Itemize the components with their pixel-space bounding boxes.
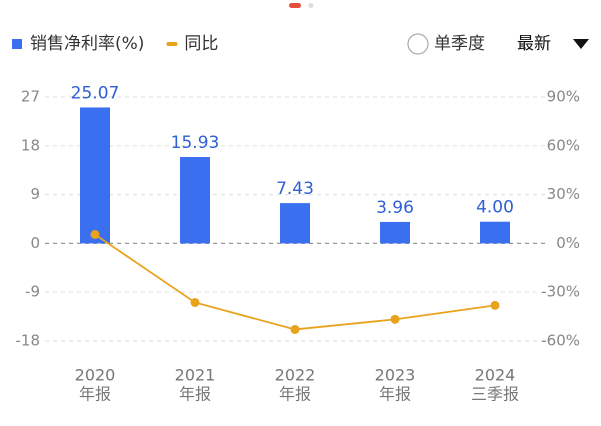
- bar: [380, 221, 410, 244]
- x-tick-label: 2021: [175, 366, 216, 385]
- y2-tick-label: 60%: [547, 136, 580, 154]
- value-label: 25.07: [71, 83, 120, 103]
- bar: [180, 157, 210, 244]
- value-label: 4.00: [476, 198, 514, 218]
- bar: [80, 107, 110, 244]
- page-indicator-active: [289, 3, 301, 8]
- x-tick-label: 三季报: [471, 385, 519, 404]
- bar: [480, 221, 510, 244]
- legend-swatch: [166, 42, 178, 46]
- bar: [280, 203, 310, 244]
- y2-tick-label: -30%: [541, 283, 580, 301]
- value-label: 7.43: [276, 179, 314, 199]
- x-tick-label: 2024: [475, 366, 516, 385]
- legend-label: 销售净利率(%): [30, 34, 144, 54]
- y2-tick-label: 0%: [556, 234, 580, 252]
- value-label: 3.96: [376, 198, 414, 218]
- line: [94, 233, 496, 331]
- page-indicator: [308, 3, 314, 8]
- y-tick-label: 27: [21, 88, 40, 106]
- line-point: [390, 314, 400, 324]
- x-tick-label: 年报: [379, 385, 411, 404]
- sort-dropdown[interactable]: 最新: [517, 34, 589, 54]
- y2-tick-label: 30%: [547, 185, 580, 203]
- x-tick-label: 2020: [75, 366, 116, 385]
- y-tick-label: 9: [30, 185, 40, 203]
- y2-tick-label: 90%: [547, 88, 580, 106]
- x-tick-label: 年报: [179, 385, 211, 404]
- x-tick-label: 2022: [275, 366, 316, 385]
- y-tick-label: -9: [25, 283, 40, 301]
- y-tick-label: -18: [16, 332, 41, 350]
- value-label: 15.93: [171, 133, 220, 153]
- quarter-toggle[interactable]: 单季度: [407, 33, 485, 55]
- legend-swatch: [12, 39, 22, 49]
- line-point: [190, 297, 200, 307]
- x-tick-label: 2023: [375, 366, 416, 385]
- x-tick-label: 年报: [79, 385, 111, 404]
- y-tick-label: 0: [30, 234, 40, 252]
- toggle-label[interactable]: 单季度: [434, 34, 485, 54]
- y-tick-label: 18: [21, 136, 40, 154]
- y2-tick-label: -60%: [541, 332, 580, 350]
- line-point: [290, 324, 300, 334]
- line-point: [490, 300, 500, 310]
- line-point: [90, 229, 100, 239]
- radio[interactable]: [407, 33, 429, 55]
- dropdown-arrow[interactable]: [573, 39, 589, 49]
- legend-label: 同比: [184, 34, 218, 54]
- dropdown-label[interactable]: 最新: [517, 34, 551, 54]
- x-tick-label: 年报: [279, 385, 311, 404]
